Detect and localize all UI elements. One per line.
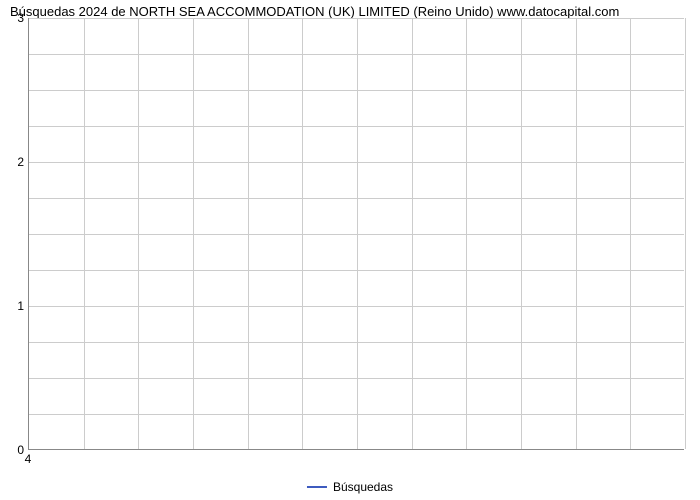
legend-label: Búsquedas (333, 480, 393, 494)
y-tick-label: 0 (4, 443, 24, 457)
gridline-vertical (412, 18, 413, 449)
gridline-vertical (138, 18, 139, 449)
plot-area (28, 18, 684, 450)
y-tick-label: 3 (4, 11, 24, 25)
gridline-vertical (630, 18, 631, 449)
y-tick-label: 2 (4, 155, 24, 169)
legend: Búsquedas (307, 480, 393, 494)
gridline-vertical (521, 18, 522, 449)
gridline-vertical (84, 18, 85, 449)
gridline-vertical (466, 18, 467, 449)
gridline-vertical (248, 18, 249, 449)
chart-title: Búsquedas 2024 de NORTH SEA ACCOMMODATIO… (10, 4, 619, 19)
gridline-vertical (357, 18, 358, 449)
x-tick-label: 4 (25, 452, 32, 466)
y-tick-label: 1 (4, 299, 24, 313)
gridline-vertical (302, 18, 303, 449)
gridline-vertical (193, 18, 194, 449)
gridline-vertical (685, 18, 686, 449)
legend-line-icon (307, 486, 327, 488)
gridline-vertical (576, 18, 577, 449)
